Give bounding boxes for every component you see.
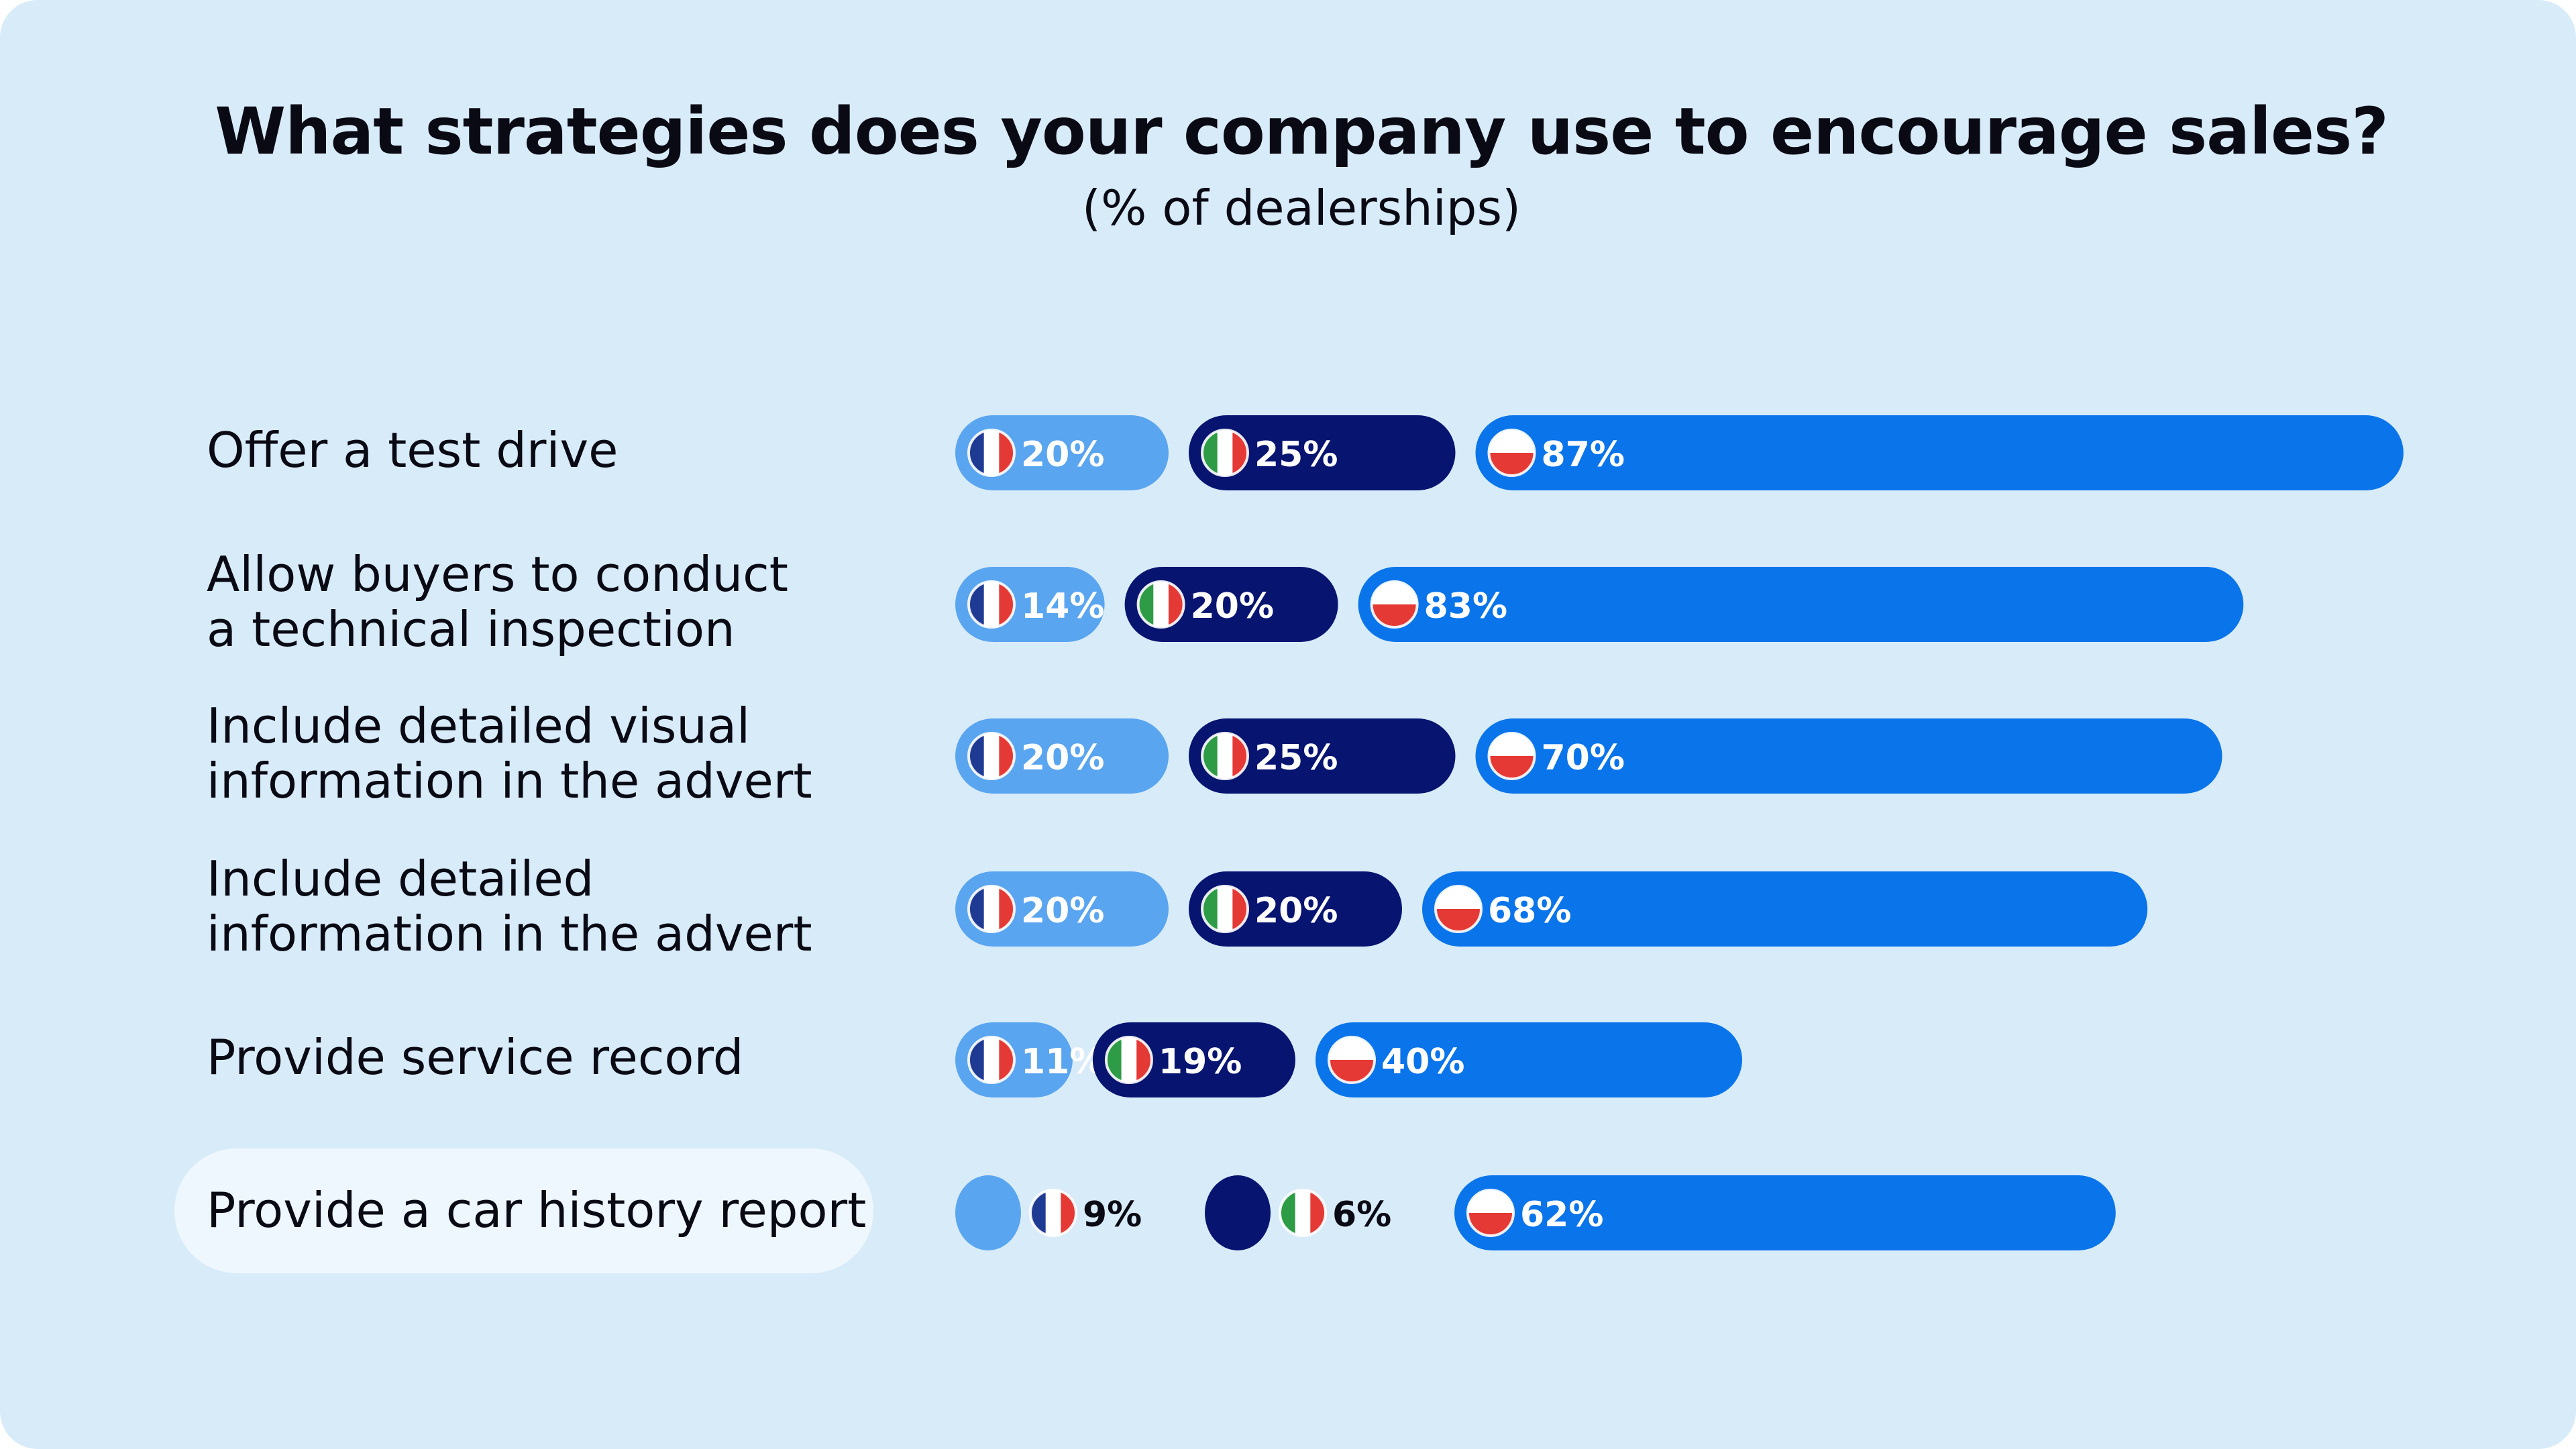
poland-value-label: 87%	[1542, 435, 1625, 475]
italy-bar	[1205, 1175, 1271, 1250]
france-bar	[955, 415, 1169, 490]
france-value-label: 20%	[1021, 738, 1104, 778]
poland-flag-icon	[1487, 732, 1536, 780]
poland-bar	[1316, 1022, 1742, 1097]
france-flag-icon	[967, 1036, 1016, 1084]
highlighted-category-pill	[174, 1148, 873, 1273]
chart-subtitle: (% of dealerships)	[1081, 180, 1521, 236]
poland-bar	[1454, 1175, 2116, 1250]
category-label: Provide service record	[207, 1030, 877, 1085]
italy-value-label: 6%	[1332, 1195, 1391, 1235]
category-label-line: Include detailed	[207, 851, 594, 907]
italy-flag-icon	[1104, 1036, 1153, 1084]
poland-bar	[1475, 718, 2222, 794]
italy-bar	[1189, 871, 1402, 947]
italy-flag-icon	[1136, 580, 1185, 629]
category-label-line: Offer a test drive	[207, 422, 619, 478]
france-flag-icon	[967, 885, 1016, 933]
poland-value-label: 68%	[1488, 891, 1571, 931]
france-flag-icon	[967, 429, 1016, 477]
france-flag-icon	[1029, 1189, 1077, 1237]
france-value-label: 9%	[1083, 1195, 1142, 1235]
italy-value-label: 25%	[1254, 738, 1338, 778]
poland-flag-icon	[1487, 429, 1536, 477]
italy-bar	[1189, 718, 1456, 794]
italy-bar	[1124, 567, 1338, 642]
category-label: Offer a test drive	[207, 423, 877, 478]
france-value-label: 20%	[1021, 891, 1104, 931]
poland-bar	[1475, 415, 2404, 490]
poland-value-label: 62%	[1520, 1195, 1603, 1235]
italy-flag-icon	[1201, 885, 1249, 933]
poland-value-label: 40%	[1381, 1042, 1464, 1082]
france-value-label: 11%	[1021, 1042, 1104, 1082]
category-label-line: Provide service record	[207, 1029, 744, 1085]
italy-value-label: 20%	[1191, 586, 1274, 627]
poland-value-label: 70%	[1542, 738, 1625, 778]
category-label: Provide a car history report	[207, 1183, 877, 1238]
france-bar	[955, 1175, 1021, 1250]
italy-value-label: 25%	[1254, 435, 1338, 475]
france-value-label: 14%	[1021, 586, 1104, 627]
italy-bar	[1189, 415, 1456, 490]
category-label-line: information in the advert	[207, 906, 812, 962]
poland-flag-icon	[1370, 580, 1419, 629]
poland-flag-icon	[1466, 1189, 1515, 1237]
category-label-line: information in the advert	[207, 753, 812, 809]
poland-bar	[1422, 871, 2148, 947]
category-label-line: a technical inspection	[207, 601, 735, 657]
italy-value-label: 19%	[1159, 1042, 1242, 1082]
italy-flag-icon	[1279, 1189, 1327, 1237]
italy-flag-icon	[1201, 732, 1249, 780]
category-label: Include detailed visual information in th…	[207, 698, 877, 808]
category-label-line: Allow buyers to conduct	[207, 546, 788, 602]
france-flag-icon	[967, 732, 1016, 780]
poland-bar	[1358, 567, 2244, 642]
poland-flag-icon	[1434, 885, 1483, 933]
chart-title: What strategies does your company use to…	[215, 94, 2389, 169]
poland-value-label: 83%	[1424, 586, 1507, 627]
france-bar	[955, 871, 1169, 947]
category-label: Include detailed information in the adver…	[207, 851, 877, 961]
category-label-line: Provide a car history report	[207, 1182, 867, 1238]
poland-flag-icon	[1328, 1036, 1376, 1084]
france-value-label: 20%	[1021, 435, 1104, 475]
category-label: Allow buyers to conduct a technical inspe…	[207, 547, 877, 657]
italy-value-label: 20%	[1254, 891, 1338, 931]
france-flag-icon	[967, 580, 1016, 629]
france-bar	[955, 718, 1169, 794]
category-label-line: Include detailed visual	[207, 698, 751, 754]
italy-flag-icon	[1201, 429, 1249, 477]
